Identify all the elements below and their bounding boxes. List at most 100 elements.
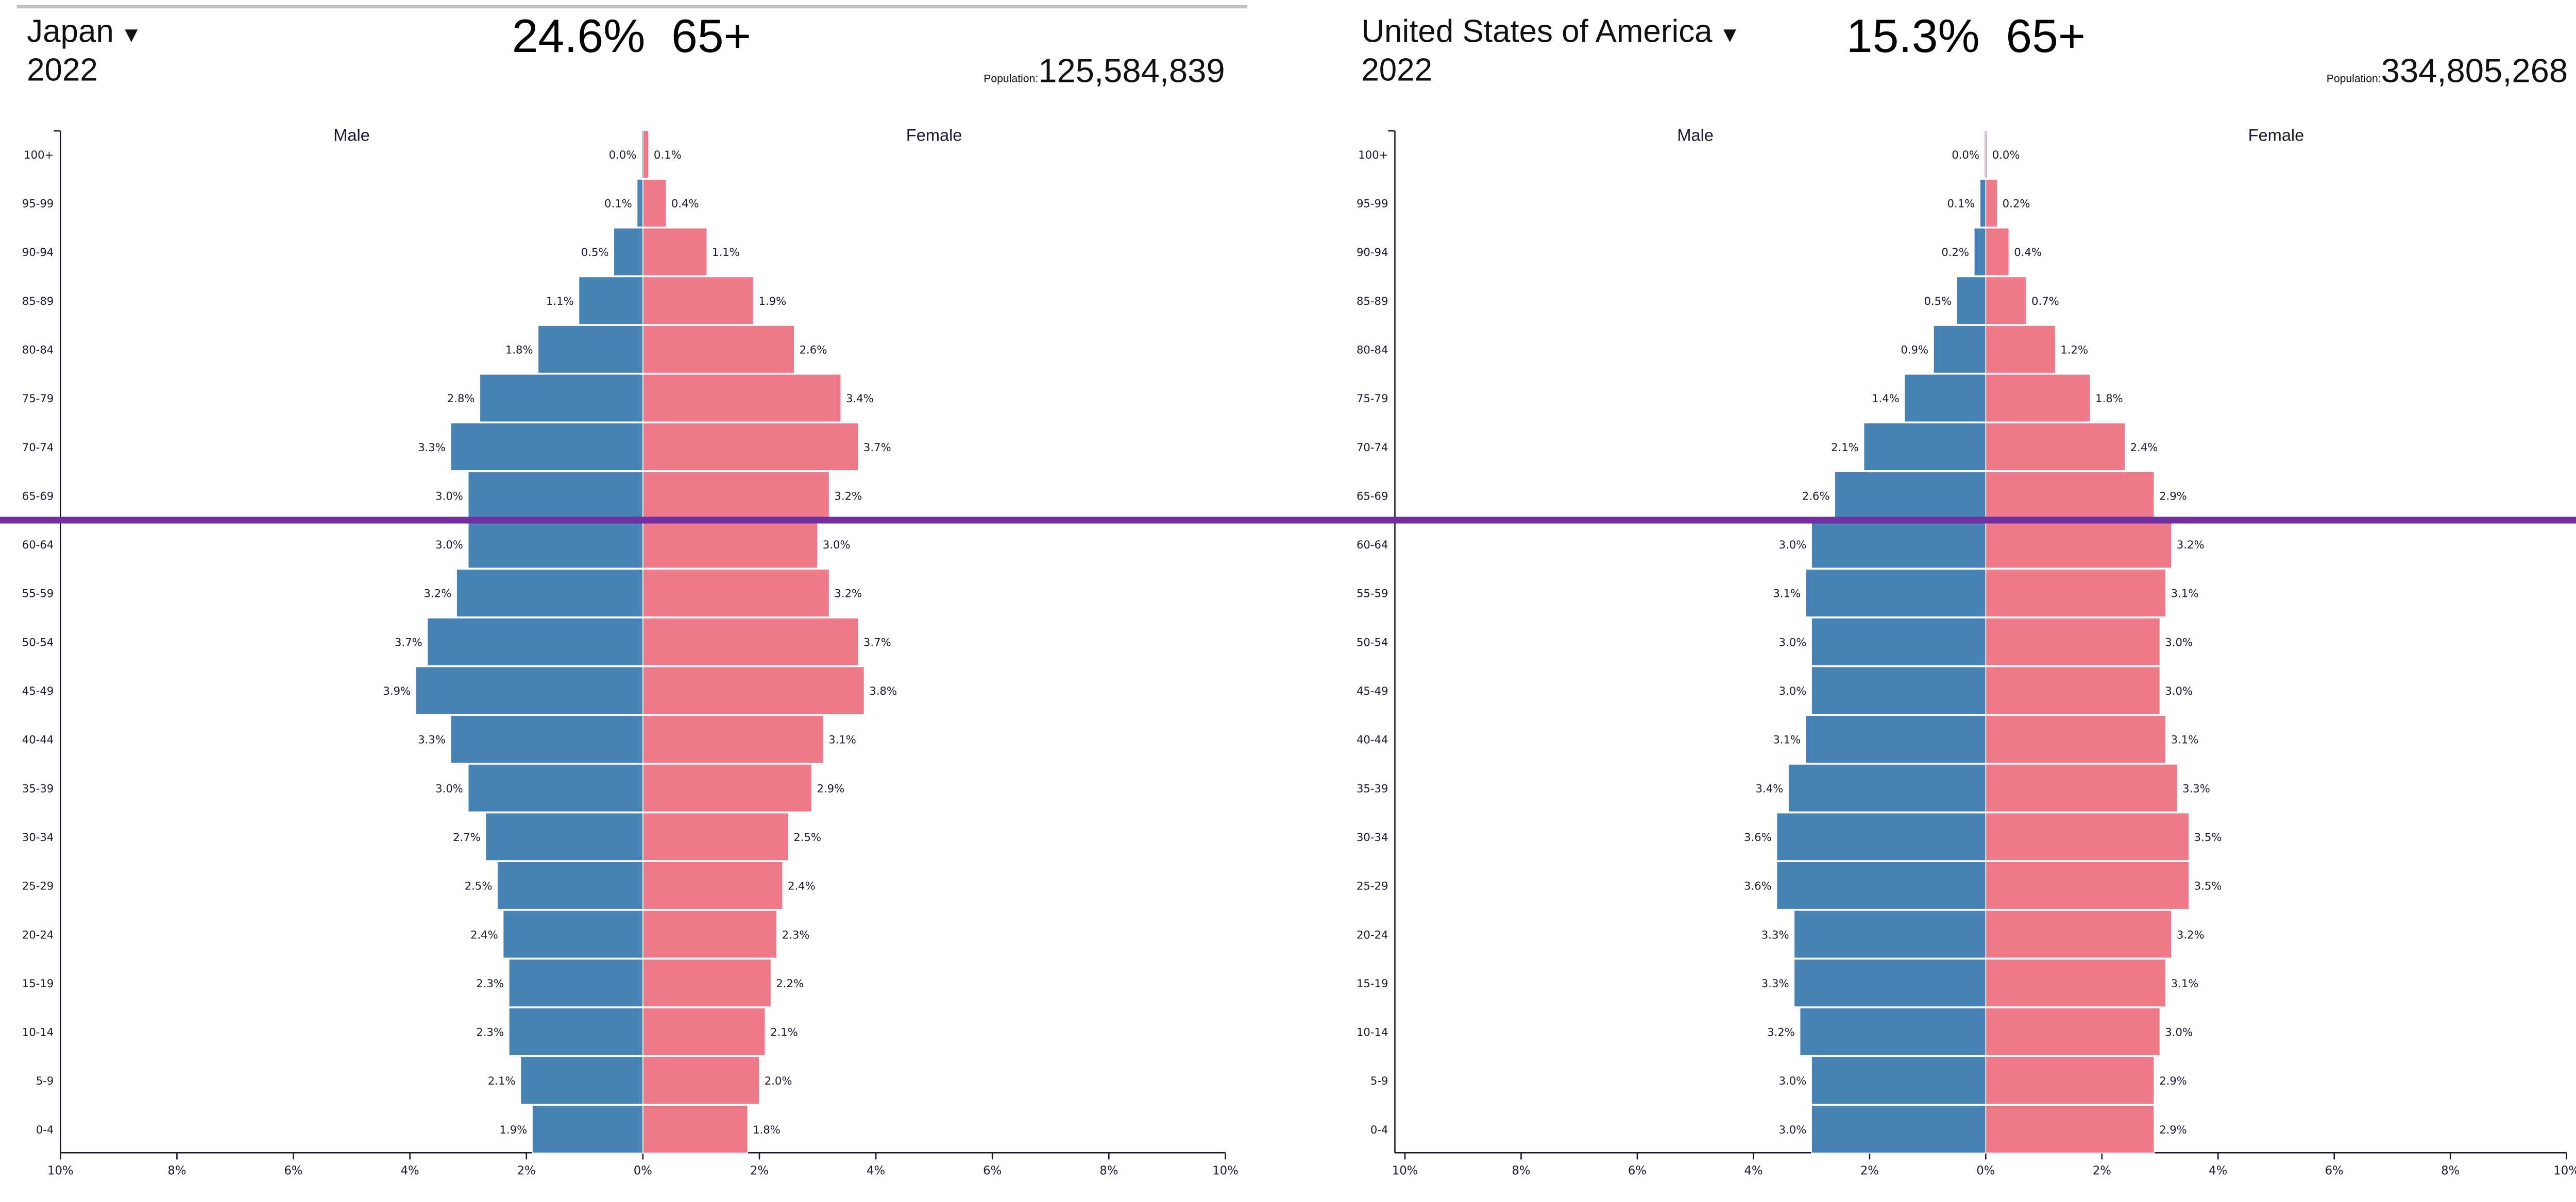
female-bar[interactable] [1985,764,2178,813]
female-bar[interactable] [1985,373,2091,423]
female-bar[interactable] [642,569,830,617]
country-selector-usa[interactable]: United States of America ▼ [1361,15,1740,52]
male-bar[interactable] [520,1056,643,1105]
female-bar[interactable] [1985,1105,2155,1154]
female-bar[interactable] [1985,422,2126,471]
male-bar[interactable] [1863,422,1987,471]
female-bar[interactable] [642,179,667,228]
female-bar[interactable] [1985,666,2161,715]
male-bar[interactable] [467,520,643,569]
female-bar[interactable] [1985,276,2027,325]
female-bar[interactable] [642,373,842,423]
male-bar[interactable] [1788,764,1987,813]
female-bar[interactable] [1985,325,2056,374]
male-bar[interactable] [427,617,643,666]
male-bar[interactable] [1904,373,1987,423]
male-bar[interactable] [636,179,643,228]
female-bar[interactable] [642,520,818,569]
female-bar[interactable] [642,861,784,910]
female-bar[interactable] [1985,1056,2155,1105]
male-bar[interactable] [1793,910,1987,959]
female-bar[interactable] [642,325,795,374]
male-bar[interactable] [450,715,643,764]
female-bar[interactable] [1985,861,2190,910]
female-bar[interactable] [642,1105,749,1154]
male-bar[interactable] [1973,227,1987,277]
male-bar[interactable] [1811,666,1987,715]
female-bar[interactable] [642,666,865,715]
male-bar[interactable] [1776,812,1987,861]
male-bar[interactable] [509,958,643,1007]
male-bar[interactable] [532,1105,643,1154]
male-bar[interactable] [467,764,643,813]
country-name: United States of America [1361,15,1713,50]
female-bar[interactable] [1985,471,2155,520]
female-bar[interactable] [1985,715,2166,764]
male-bar[interactable] [479,373,643,423]
female-bar[interactable] [642,812,789,861]
male-bar[interactable] [1933,325,1987,374]
male-value-label: 3.0% [1779,538,1807,551]
female-bar[interactable] [642,617,859,666]
female-bar[interactable] [642,471,830,520]
female-bar[interactable] [1985,520,2172,569]
female-bar[interactable] [642,276,754,325]
male-bar[interactable] [502,910,643,959]
male-bar[interactable] [509,1007,643,1056]
male-bar[interactable] [1811,1056,1987,1105]
female-bar[interactable] [642,1007,766,1056]
male-bar[interactable] [1979,179,1987,228]
female-bar[interactable] [642,715,824,764]
male-bar[interactable] [1776,861,1987,910]
male-bar[interactable] [415,666,643,715]
age-group-label: 55-59 [1357,587,1388,600]
female-bar[interactable] [1985,812,2190,861]
female-bar[interactable] [1985,569,2166,617]
male-bar[interactable] [1956,276,1987,325]
male-bar[interactable] [1793,958,1987,1007]
female-bar[interactable] [1985,958,2166,1007]
male-bar[interactable] [1834,471,1987,520]
male-bar[interactable] [1811,617,1987,666]
x-tick-label: 10% [2553,1164,2576,1178]
male-bar[interactable] [537,325,643,374]
male-bar[interactable] [450,422,643,471]
female-bar[interactable] [642,1056,760,1105]
country-selector-japan[interactable]: Japan ▼ [27,15,142,52]
male-bar[interactable] [613,227,643,277]
male-bar[interactable] [578,276,643,325]
male-value-label: 3.0% [435,538,463,551]
male-value-label: 2.1% [1831,441,1859,454]
female-bar[interactable] [1985,179,1998,228]
male-bar[interactable] [1805,715,1987,764]
male-value-label: 0.5% [1924,295,1952,307]
male-value-label: 0.0% [609,148,637,161]
male-value-label: 0.5% [581,246,609,259]
female-bar[interactable] [1985,130,1988,179]
female-bar[interactable] [1985,910,2172,959]
male-bar[interactable] [1799,1007,1987,1056]
x-tick-label: 2% [1860,1164,1879,1178]
female-bar[interactable] [1985,617,2161,666]
female-value-label: 3.2% [834,489,862,502]
male-bar[interactable] [497,861,643,910]
x-tick-label: 6% [2325,1164,2344,1178]
male-bar[interactable] [467,471,643,520]
age-group-label: 95-99 [1357,197,1388,210]
female-bar[interactable] [1985,1007,2161,1056]
female-bar[interactable] [642,764,812,813]
male-bar[interactable] [1811,1105,1987,1154]
female-bar[interactable] [1985,227,2010,277]
male-bar[interactable] [1805,569,1987,617]
male-bar[interactable] [456,569,643,617]
year-label: 2022 [1361,54,1433,89]
female-bar[interactable] [642,130,649,179]
female-bar[interactable] [642,227,708,277]
female-bar[interactable] [642,422,859,471]
female-bar[interactable] [642,910,777,959]
age-65-marker-line[interactable] [0,517,2576,524]
female-bar[interactable] [642,958,772,1007]
male-value-label: 3.0% [1779,1123,1807,1136]
male-bar[interactable] [485,812,643,861]
male-bar[interactable] [1811,520,1987,569]
